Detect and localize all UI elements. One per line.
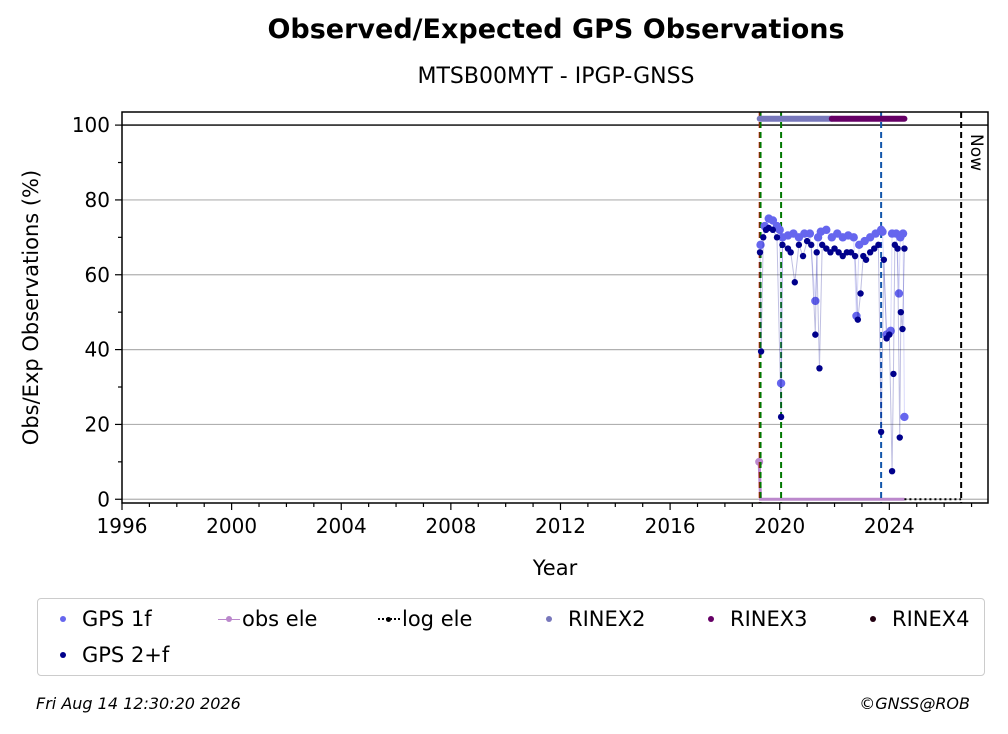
gps-1f-point-6 [776,379,786,388]
gps-1f-point-16 [822,225,831,235]
gps-2f-point-6 [773,234,781,241]
legend-label-log-ele: log ele [402,607,473,631]
legend-label-rinex4: RINEX4 [892,607,970,631]
chart-title: Observed/Expected GPS Observations [267,14,845,45]
gps-2f-point-27 [851,252,859,260]
y-tick-label-80: 80 [85,188,110,212]
gps-2f-point-10 [787,249,794,256]
gps-1f-point-13 [811,296,820,306]
gps-2f-point-18 [816,365,823,372]
gps-2f-point-23 [835,249,842,256]
gps-2f-point-29 [857,290,864,297]
x-tick-label-2000: 2000 [206,514,257,538]
legend-label-gps-2f: GPS 2+f [82,643,170,667]
legend-label-rinex3: RINEX3 [730,607,808,631]
gps-2f-point-34 [875,241,882,249]
legend-marker-rinex2 [538,613,560,625]
legend-marker-rinex4 [862,613,884,625]
gps-2f-point-7 [777,413,785,421]
gps-2f-point-12 [795,241,803,249]
gps-2f-point-16 [812,331,819,338]
x-tick-label-2012: 2012 [535,514,586,538]
y-axis-label: Obs/Exp Observations (%) [19,170,43,445]
axes-frame [121,111,989,504]
gps-2f-point-28 [854,316,862,323]
gps-1f-point-36 [900,412,909,422]
gps-2f-point-44 [897,308,905,316]
x-tick-label-2024: 2024 [864,514,915,538]
gps-1f-point-12 [805,229,815,238]
gps-2f-point-39 [888,467,896,475]
gps-2f-point-0 [756,249,764,256]
gps-1f-point-28 [878,227,887,236]
chart-subtitle: MTSB00MYT - IPGP-GNSS [417,64,695,89]
gps-1f-point-21 [849,233,858,242]
now-label: Now [966,134,986,171]
legend-item-log-ele: log ele [378,607,472,631]
gps-1f-point-0 [756,240,765,250]
gps-2f-point-46 [901,245,908,252]
legend-marker-gps-2f [52,649,74,661]
gps-2f-point-19 [818,241,826,249]
gps-2f-point-14 [803,237,811,245]
y-tick-label-60: 60 [85,263,110,287]
x-tick-label-2008: 2008 [425,514,476,538]
x-tick-label-2020: 2020 [754,514,805,538]
gps-1f-point-5 [775,225,784,235]
gps-2f-point-40 [890,370,897,378]
gps-2f-point-8 [779,241,786,249]
legend-marker-gps-1f [52,613,74,625]
y-tick-label-100: 100 [72,113,110,137]
gps-2f-point-13 [799,252,807,260]
footer-timestamp: Fri Aug 14 12:30:20 2026 [36,694,241,713]
gps-2f-point-31 [862,256,870,263]
legend-marker-obs-ele [218,613,240,625]
legend-item-rinex2: RINEX2 [538,607,646,631]
x-tick-label-2004: 2004 [316,514,367,538]
legend-marker-rinex3 [700,613,722,625]
footer-credit: ©GNSS@ROB [859,694,970,713]
x-tick-label-1996: 1996 [97,514,148,538]
gps-2f-point-22 [831,245,838,252]
gps-2f-point-32 [866,249,874,256]
legend-label-rinex2: RINEX2 [568,607,646,631]
legend-marker-log-ele [378,613,400,625]
legend-item-gps-1f: GPS 1f [52,607,152,631]
gps-2f-point-11 [791,279,798,286]
gps-2f-point-20 [823,245,830,252]
gps-2f-point-35 [877,428,885,436]
gps-2f-point-36 [880,256,888,263]
gps-2f-point-2 [760,234,767,241]
gps-2f-point-43 [896,434,903,441]
plot-area: 1996 2000 2004 2008 2012 2016 2020 2024 0 20 40 60 8… [19,111,989,580]
gps-2f-point-42 [894,245,901,252]
y-tick-label-40: 40 [85,338,110,362]
gps-2f-point-33 [871,245,878,252]
y-tick-label-0: 0 [97,487,110,511]
gps-2f-point-45 [899,325,906,333]
legend-label-gps-1f: GPS 1f [82,607,152,631]
legend-item-gps-2f: GPS 2+f [52,643,169,667]
y-tick-label-20: 20 [85,412,110,436]
legend: GPS 1f obs ele log ele RINEX2 RINEX3 RIN… [37,598,985,676]
legend-item-rinex3: RINEX3 [700,607,808,631]
gps-2f-point-21 [827,249,834,256]
gps-2f-point-5 [769,226,777,234]
gps-2f-point-26 [847,249,855,256]
gps-1f-point-35 [898,229,908,238]
gps-2f-point-17 [813,249,820,256]
gps-2f-point-15 [808,241,815,249]
x-tick-label-2016: 2016 [645,514,696,538]
legend-item-obs-ele: obs ele [218,607,317,631]
gps-2f-point-24 [839,252,846,260]
x-axis-label: Year [532,556,578,580]
legend-label-obs-ele: obs ele [242,607,318,631]
gps-2f-point-1 [757,348,765,355]
gps-1f-point-33 [894,289,904,298]
legend-item-rinex4: RINEX4 [862,607,970,631]
gps-2f-point-38 [886,331,893,338]
